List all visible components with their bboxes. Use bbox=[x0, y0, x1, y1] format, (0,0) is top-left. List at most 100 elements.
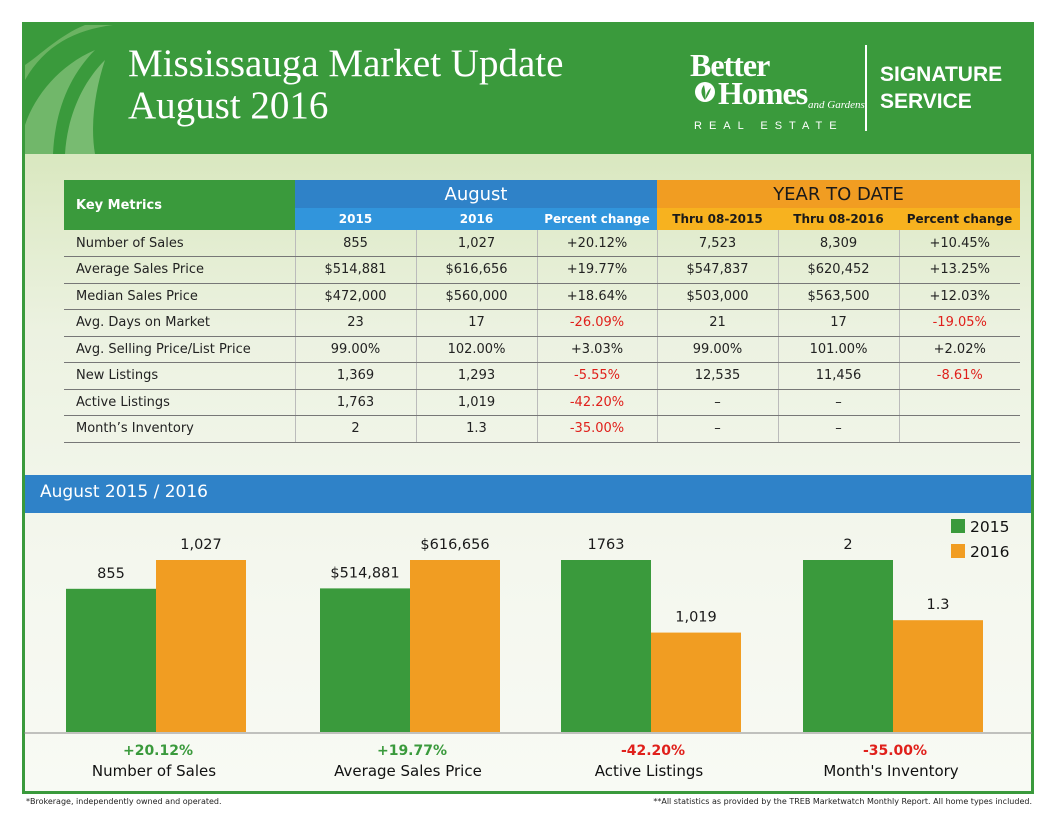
legend-swatch-2015 bbox=[951, 519, 965, 533]
data-label: 1,027 bbox=[180, 537, 222, 553]
bar-2015-2 bbox=[561, 560, 651, 732]
percent-change-label: +19.77% bbox=[377, 743, 447, 759]
data-label: 1763 bbox=[588, 537, 625, 553]
metric-cell: +3.03% bbox=[537, 336, 658, 363]
metric-cell: 99.00% bbox=[657, 336, 779, 363]
metric-cell: 101.00% bbox=[778, 336, 900, 363]
table-row: Median Sales Price $472,000 $560,000 +18.64… bbox=[64, 283, 1020, 310]
metric-cell: 17 bbox=[778, 309, 900, 337]
metric-cell: 23 bbox=[295, 309, 417, 337]
august-group-header: August bbox=[295, 180, 657, 208]
metric-cell: 2 bbox=[295, 415, 417, 443]
metric-cell: +13.25% bbox=[899, 256, 1020, 284]
metric-cell: 1.3 bbox=[416, 415, 538, 443]
percent-change-label: -35.00% bbox=[863, 743, 927, 759]
table-row: Number of Sales 855 1,027 +20.12% 7,523 8,309… bbox=[64, 230, 1020, 257]
metric-cell: $472,000 bbox=[295, 283, 417, 310]
metric-label: Month’s Inventory bbox=[64, 415, 296, 443]
data-label: $514,881 bbox=[330, 565, 399, 581]
table-row: Month’s Inventory 2 1.3 -35.00% – – bbox=[64, 415, 1020, 443]
table-row: Average Sales Price $514,881 $616,656 +19.7… bbox=[64, 256, 1020, 284]
metric-cell bbox=[899, 389, 1020, 416]
data-label: 2 bbox=[843, 537, 852, 553]
metric-cell: -8.61% bbox=[899, 362, 1020, 390]
col-header: Thru 08-2016 bbox=[778, 208, 899, 230]
metric-cell: $563,500 bbox=[778, 283, 900, 310]
metric-cell: -5.55% bbox=[537, 362, 658, 390]
metric-cell: $514,881 bbox=[295, 256, 417, 284]
metric-cell: $503,000 bbox=[657, 283, 779, 310]
bar-2016-3 bbox=[893, 620, 983, 732]
brand-line-3: and Gardens. bbox=[808, 99, 868, 111]
metric-cell: 12,535 bbox=[657, 362, 779, 390]
leaf-brand-icon bbox=[695, 82, 715, 102]
metric-cell: -42.20% bbox=[537, 389, 658, 416]
metric-cell: – bbox=[778, 415, 900, 443]
bar-2016-2 bbox=[651, 632, 741, 732]
metric-cell: $547,837 bbox=[657, 256, 779, 284]
title-line-2: August 2016 bbox=[128, 84, 329, 127]
data-label: $616,656 bbox=[420, 537, 489, 553]
category-label: Month's Inventory bbox=[823, 762, 958, 780]
signature-line-1: SIGNATURE bbox=[880, 63, 1003, 86]
ytd-group-header: YEAR TO DATE bbox=[657, 180, 1020, 208]
brand-logo: Better Homes and Gardens. REAL ESTATE bbox=[690, 47, 880, 137]
metric-cell: – bbox=[657, 389, 779, 416]
metric-cell: $560,000 bbox=[416, 283, 538, 310]
data-label: 1.3 bbox=[926, 597, 949, 613]
metric-label: Median Sales Price bbox=[64, 283, 296, 310]
metric-label: Average Sales Price bbox=[64, 256, 296, 284]
metric-cell: +19.77% bbox=[537, 256, 658, 284]
metric-label: Active Listings bbox=[64, 389, 296, 416]
bar-2015-0 bbox=[66, 588, 156, 732]
metric-cell: – bbox=[657, 415, 779, 443]
table-row: Avg. Selling Price/List Price 99.00% 102.0… bbox=[64, 336, 1020, 363]
leaf-logo-icon bbox=[25, 25, 113, 154]
table-row: New Listings 1,369 1,293 -5.55% 12,535 11,456… bbox=[64, 362, 1020, 390]
metric-cell: $620,452 bbox=[778, 256, 900, 284]
bar-2015-1 bbox=[320, 588, 410, 732]
metric-cell: +20.12% bbox=[537, 230, 658, 257]
key-metrics-table: Key Metrics August YEAR TO DATE 2015 201… bbox=[64, 180, 1020, 443]
signature-service-label: SIGNATURE SERVICE bbox=[880, 61, 1002, 115]
metric-cell: +12.03% bbox=[899, 283, 1020, 310]
title-line-1: Mississauga Market Update bbox=[128, 42, 564, 85]
percent-change-label: +20.12% bbox=[123, 743, 193, 759]
footer-right-note: **All statistics as provided by the TREB… bbox=[653, 797, 1032, 806]
metric-cell: 7,523 bbox=[657, 230, 779, 257]
report-frame: Mississauga Market Update August 2016 Be… bbox=[22, 22, 1034, 794]
metric-label: Avg. Days on Market bbox=[64, 309, 296, 337]
col-header: Thru 08-2015 bbox=[657, 208, 778, 230]
metric-cell: 1,019 bbox=[416, 389, 538, 416]
metric-cell: -35.00% bbox=[537, 415, 658, 443]
col-header: Percent change bbox=[899, 208, 1020, 230]
brand-line-1: Better bbox=[690, 47, 770, 83]
col-header: Percent change bbox=[537, 208, 657, 230]
metric-label: New Listings bbox=[64, 362, 296, 390]
bar-2016-0 bbox=[156, 560, 246, 732]
category-label: Number of Sales bbox=[92, 762, 216, 780]
metric-cell: +2.02% bbox=[899, 336, 1020, 363]
data-label: 855 bbox=[97, 566, 125, 582]
chart-section-header: August 2015 / 2016 bbox=[25, 475, 1031, 513]
key-metrics-header: Key Metrics bbox=[64, 180, 295, 230]
signature-line-2: SERVICE bbox=[880, 90, 972, 113]
page-title: Mississauga Market Update August 2016 bbox=[128, 43, 563, 127]
metric-cell: -19.05% bbox=[899, 309, 1020, 337]
legend-label: 2015 bbox=[970, 518, 1009, 536]
metric-cell: – bbox=[778, 389, 900, 416]
brand-line-4: REAL ESTATE bbox=[694, 120, 844, 132]
col-header: 2016 bbox=[416, 208, 537, 230]
metric-cell: 17 bbox=[416, 309, 538, 337]
metric-cell bbox=[899, 415, 1020, 443]
metric-cell: 11,456 bbox=[778, 362, 900, 390]
brand-divider bbox=[865, 45, 867, 131]
metric-cell: 855 bbox=[295, 230, 417, 257]
metric-cell: 1,293 bbox=[416, 362, 538, 390]
metric-cell: +10.45% bbox=[899, 230, 1020, 257]
bar-2016-1 bbox=[410, 560, 500, 732]
metric-cell: $616,656 bbox=[416, 256, 538, 284]
brand-line-2: Homes bbox=[718, 75, 808, 111]
percent-change-label: -42.20% bbox=[621, 743, 685, 759]
